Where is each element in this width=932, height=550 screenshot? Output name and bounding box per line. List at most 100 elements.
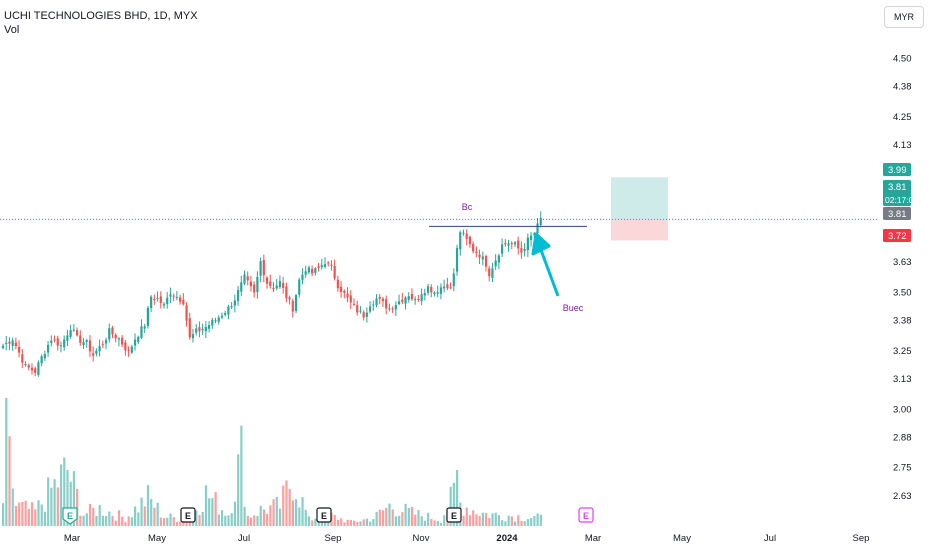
earnings-marker[interactable]: E [578, 507, 594, 523]
volume-bar [130, 517, 133, 526]
reference-lines [0, 218, 878, 227]
candle-body [459, 232, 462, 250]
candle-body [536, 223, 539, 234]
volume-bar [246, 516, 249, 526]
earnings-marker[interactable]: E [62, 507, 78, 525]
candle-body [256, 276, 259, 293]
volume-bar [385, 507, 388, 526]
candle-body [465, 233, 468, 239]
volume-bar [204, 485, 208, 526]
time-tick-label: Mar [64, 533, 80, 544]
volume-bar [111, 515, 114, 526]
volume-bar [40, 504, 43, 526]
candle-body [346, 293, 349, 298]
volume-bar [497, 515, 501, 526]
price-tick-label: 4.50 [893, 54, 912, 65]
volume-bar [101, 515, 105, 526]
volume-bar [333, 514, 336, 526]
candle-body [230, 306, 233, 308]
volume-bar [198, 515, 201, 526]
candle-body [507, 243, 510, 246]
volume-indicator-label[interactable]: Vol [4, 24, 20, 36]
candle-body [381, 298, 385, 302]
candle-body [539, 218, 542, 226]
volume-bar [34, 509, 37, 526]
volume-bar [301, 497, 304, 526]
candle-body [166, 297, 169, 305]
candle-body [162, 304, 166, 306]
earnings-marker[interactable]: E [180, 507, 196, 523]
earnings-label: E [451, 511, 457, 521]
volume-bar [108, 511, 111, 526]
volume-bar [227, 515, 230, 526]
candle-body [137, 336, 140, 342]
volume-bar [59, 464, 63, 526]
candle-body [185, 305, 188, 321]
volume-bar [79, 515, 82, 526]
candle-body [121, 337, 124, 345]
earnings-marker[interactable]: E [316, 507, 332, 523]
candle-body [1, 345, 5, 349]
volume-bar [494, 512, 497, 526]
currency-button[interactable]: MYR [884, 6, 924, 28]
volume-bar [240, 425, 243, 526]
candle-body [388, 308, 391, 310]
price-label-bg [883, 207, 911, 220]
price-axis-label: 3.99 [883, 163, 911, 176]
volume-bar [507, 515, 510, 526]
candle-body [140, 326, 143, 338]
volume-bar [272, 499, 275, 526]
volume-bar [388, 503, 391, 526]
target-zone [611, 177, 668, 220]
candle-body [211, 319, 214, 326]
volume-bar [140, 497, 143, 526]
volume-bar [443, 515, 446, 526]
price-tick-label: 2.63 [893, 491, 912, 502]
candle-body [298, 279, 301, 295]
candle-body [375, 298, 378, 305]
volume-bar [359, 521, 362, 526]
volume-bar [134, 506, 137, 526]
earnings-badge [446, 507, 462, 523]
annotation-arrow [531, 232, 560, 297]
price-tick-label: 2.88 [893, 432, 912, 443]
candle-body [484, 255, 488, 267]
volume-bar [5, 397, 8, 526]
price-tick-label: 4.38 [893, 82, 912, 93]
time-tick-label: Jul [764, 533, 776, 544]
candle-body [220, 315, 224, 318]
time-tick-label: 2024 [496, 533, 518, 544]
volume-bar [47, 477, 50, 526]
volume-bar [146, 485, 150, 526]
candle-body [34, 368, 37, 373]
volume-bar [475, 514, 478, 526]
volume-bar [372, 518, 375, 526]
volume-bar [243, 506, 246, 526]
price-label-bg [883, 229, 911, 242]
candle-body [227, 306, 230, 315]
candle-body [359, 310, 362, 312]
candle-body [253, 284, 256, 293]
candle-body [523, 248, 526, 251]
volume-bar [156, 502, 159, 526]
candle-body [24, 364, 27, 366]
earnings-marker[interactable]: E [446, 507, 462, 523]
candle-body [191, 334, 195, 339]
volume-bar [504, 521, 507, 526]
candle-body [259, 261, 262, 276]
candle-body [455, 248, 459, 272]
annotations: Bc Buec [462, 202, 584, 313]
candle-body [317, 266, 320, 268]
candle-body [153, 298, 156, 300]
price-tick-label: 3.25 [893, 346, 912, 357]
candle-body [262, 260, 265, 276]
candle-body [478, 254, 481, 258]
volume-bar [98, 504, 101, 526]
volume-bar [378, 509, 381, 526]
candle-body [182, 299, 185, 305]
price-tick-label: 4.13 [893, 140, 912, 151]
volume-bar [278, 508, 282, 526]
candle-body [88, 340, 92, 352]
